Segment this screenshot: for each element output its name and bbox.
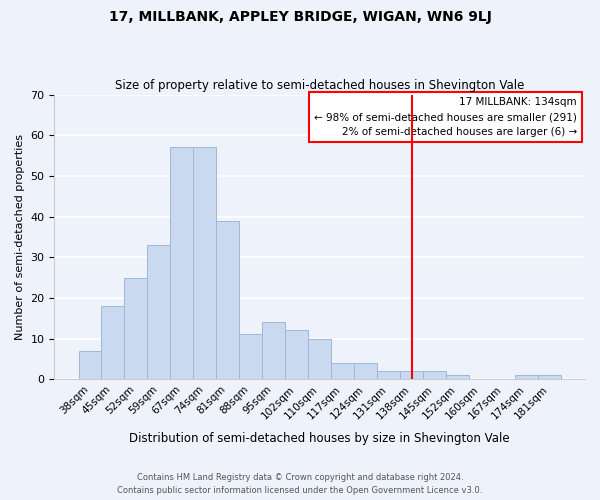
Bar xyxy=(124,278,148,379)
Bar xyxy=(170,148,193,379)
Bar xyxy=(423,371,446,379)
Bar xyxy=(193,148,217,379)
X-axis label: Distribution of semi-detached houses by size in Shevington Vale: Distribution of semi-detached houses by … xyxy=(130,432,510,445)
Text: 17 MILLBANK: 134sqm
← 98% of semi-detached houses are smaller (291)
2% of semi-d: 17 MILLBANK: 134sqm ← 98% of semi-detach… xyxy=(314,98,577,137)
Bar xyxy=(148,245,170,379)
Bar xyxy=(262,322,285,379)
Bar xyxy=(354,363,377,379)
Bar xyxy=(101,306,124,379)
Bar xyxy=(308,338,331,379)
Text: 17, MILLBANK, APPLEY BRIDGE, WIGAN, WN6 9LJ: 17, MILLBANK, APPLEY BRIDGE, WIGAN, WN6 … xyxy=(109,10,491,24)
Y-axis label: Number of semi-detached properties: Number of semi-detached properties xyxy=(15,134,25,340)
Bar xyxy=(400,371,423,379)
Bar xyxy=(239,334,262,379)
Bar xyxy=(217,220,239,379)
Title: Size of property relative to semi-detached houses in Shevington Vale: Size of property relative to semi-detach… xyxy=(115,79,524,92)
Text: Contains HM Land Registry data © Crown copyright and database right 2024.
Contai: Contains HM Land Registry data © Crown c… xyxy=(118,474,482,495)
Bar xyxy=(515,375,538,379)
Bar xyxy=(331,363,354,379)
Bar xyxy=(538,375,561,379)
Bar xyxy=(285,330,308,379)
Bar xyxy=(79,350,101,379)
Bar xyxy=(446,375,469,379)
Bar xyxy=(377,371,400,379)
